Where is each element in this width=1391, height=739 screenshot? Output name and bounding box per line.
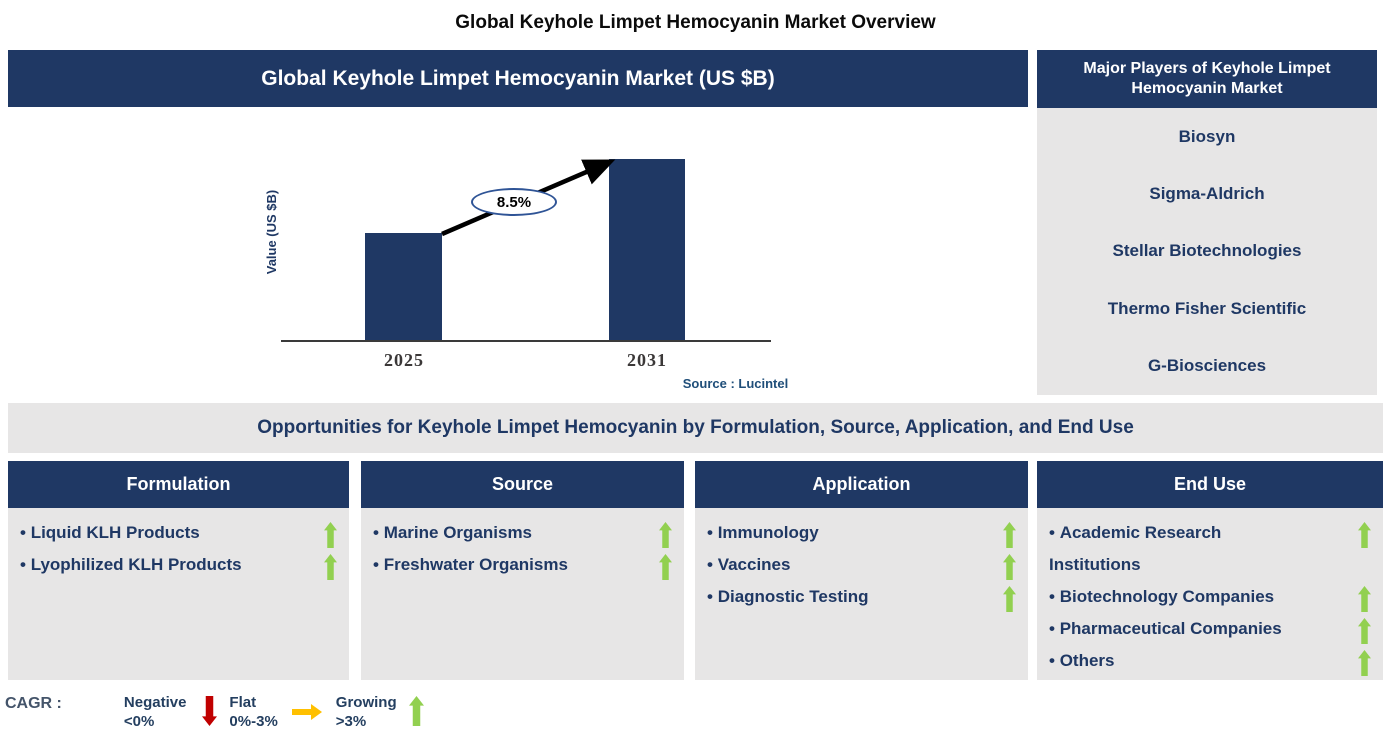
player-name: Stellar Biotechnologies xyxy=(1112,241,1302,261)
list-item-label: Others xyxy=(1047,645,1115,677)
segment-column-formulation: Formulation Liquid KLH Products Lyophili… xyxy=(8,461,349,680)
page-title: Global Keyhole Limpet Hemocyanin Market … xyxy=(455,12,936,33)
segment-item-list: Immunology Vaccines Diagnostic Testing xyxy=(695,508,1028,613)
segment-item-list: Academic Research Institutions Biotechno… xyxy=(1037,508,1383,677)
list-item: Others xyxy=(1047,645,1371,677)
list-item-label: Lyophilized KLH Products xyxy=(18,549,242,581)
market-bar-chart: Value (US $B) 8.5% 2025 2031 Source : Lu… xyxy=(8,107,1028,403)
legend-range: >3% xyxy=(335,713,367,730)
legend-name: Flat xyxy=(229,694,257,711)
legend-entry-flat: Flat 0%-3% xyxy=(229,693,277,731)
cagr-annotation-value: 8.5% xyxy=(496,193,532,211)
list-item: Lyophilized KLH Products xyxy=(18,549,337,581)
major-players-list: Biosyn Sigma-Aldrich Stellar Biotechnolo… xyxy=(1037,108,1377,395)
cagr-legend: CAGR : Negative <0% Flat 0%-3% Growing >… xyxy=(5,693,424,731)
segment-header: Source xyxy=(361,461,684,508)
legend-entry-growing: Growing >3% xyxy=(336,693,397,731)
up-arrow-icon xyxy=(1003,586,1016,612)
player-name: G-Biosciences xyxy=(1147,356,1267,376)
major-players-panel: Major Players of Keyhole Limpet Hemocyan… xyxy=(1037,50,1377,395)
legend-entry-negative: Negative <0% xyxy=(124,693,187,731)
cagr-annotation-bubble: 8.5% xyxy=(471,188,557,216)
major-players-header: Major Players of Keyhole Limpet Hemocyan… xyxy=(1037,50,1377,108)
up-arrow-icon xyxy=(324,554,337,580)
list-item: Academic Research Institutions xyxy=(1047,517,1371,581)
up-arrow-icon xyxy=(1358,586,1371,612)
x-tick-2025: 2025 xyxy=(384,350,424,370)
list-item: Freshwater Organisms xyxy=(371,549,672,581)
growth-trend-arrow-icon xyxy=(441,159,616,237)
chart-panel-header: Global Keyhole Limpet Hemocyanin Market … xyxy=(8,50,1028,107)
chart-x-axis-line xyxy=(281,340,771,342)
list-item-label: Academic Research Institutions xyxy=(1047,517,1287,581)
up-arrow-icon xyxy=(1358,522,1371,548)
up-arrow-icon xyxy=(659,522,672,548)
segment-header: Formulation xyxy=(8,461,349,508)
legend-range: 0%-3% xyxy=(229,713,278,730)
x-tick-2031: 2031 xyxy=(627,350,667,370)
list-item: Immunology xyxy=(705,517,1016,549)
up-arrow-icon xyxy=(1003,554,1016,580)
up-arrow-icon xyxy=(1003,522,1016,548)
up-arrow-icon xyxy=(408,696,424,726)
opportunities-banner: Opportunities for Keyhole Limpet Hemocya… xyxy=(8,403,1383,453)
segment-item-list: Liquid KLH Products Lyophilized KLH Prod… xyxy=(8,508,349,581)
player-name: Biosyn xyxy=(1178,126,1236,146)
list-item: Liquid KLH Products xyxy=(18,517,337,549)
segment-header: End Use xyxy=(1037,461,1383,508)
list-item-label: Liquid KLH Products xyxy=(18,517,200,549)
down-arrow-icon xyxy=(202,696,218,726)
bar-2031 xyxy=(609,159,685,340)
list-item-label: Freshwater Organisms xyxy=(371,549,568,581)
chart-source-credit: Source : Lucintel xyxy=(682,376,789,391)
list-item-label: Diagnostic Testing xyxy=(705,581,869,613)
list-item-label: Marine Organisms xyxy=(371,517,532,549)
bar-2025 xyxy=(365,233,442,340)
segment-item-list: Marine Organisms Freshwater Organisms xyxy=(361,508,684,581)
list-item: Diagnostic Testing xyxy=(705,581,1016,613)
segment-header: Application xyxy=(695,461,1028,508)
segment-column-application: Application Immunology Vaccines Diagnost… xyxy=(695,461,1028,680)
list-item-label: Biotechnology Companies xyxy=(1047,581,1274,613)
legend-name: Growing xyxy=(335,694,397,711)
up-arrow-icon xyxy=(1358,650,1371,676)
player-name: Thermo Fisher Scientific xyxy=(1107,298,1307,318)
list-item-label: Immunology xyxy=(705,517,819,549)
list-item: Marine Organisms xyxy=(371,517,672,549)
up-arrow-icon xyxy=(659,554,672,580)
up-arrow-icon xyxy=(1358,618,1371,644)
legend-name: Negative xyxy=(123,694,187,711)
up-arrow-icon xyxy=(324,522,337,548)
list-item-label: Vaccines xyxy=(705,549,791,581)
segment-column-end-use: End Use Academic Research Institutions B… xyxy=(1037,461,1383,680)
segment-column-source: Source Marine Organisms Freshwater Organ… xyxy=(361,461,684,680)
legend-range: <0% xyxy=(123,713,155,730)
list-item: Biotechnology Companies xyxy=(1047,581,1371,613)
list-item: Pharmaceutical Companies xyxy=(1047,613,1371,645)
list-item: Vaccines xyxy=(705,549,1016,581)
player-name: Sigma-Aldrich xyxy=(1149,184,1265,204)
list-item-label: Pharmaceutical Companies xyxy=(1047,613,1282,645)
right-arrow-icon xyxy=(291,704,322,720)
cagr-legend-label: CAGR : xyxy=(5,695,62,712)
